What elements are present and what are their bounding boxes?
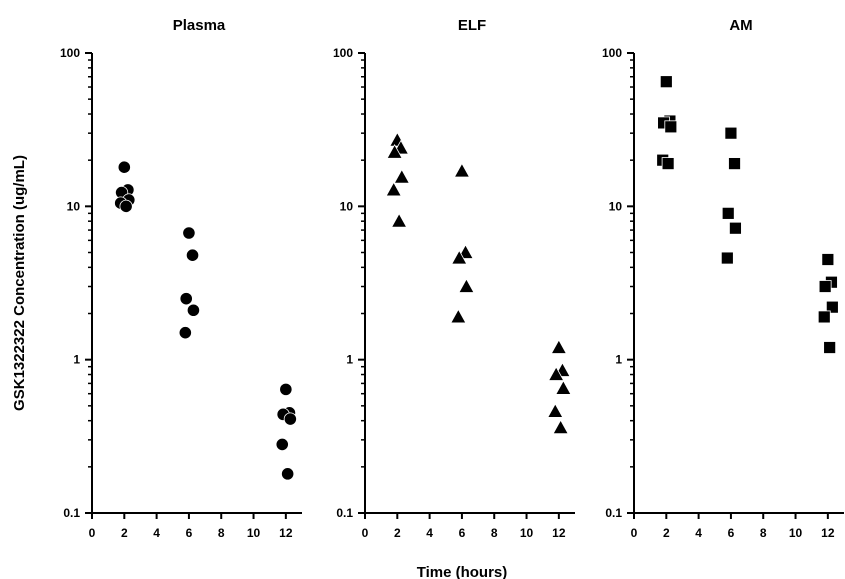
elf-y-tick-label: 0.1 <box>336 506 353 520</box>
am-data-point <box>721 206 735 220</box>
plasma-title: Plasma <box>173 17 226 34</box>
plasma-y-tick-label: 0.1 <box>63 506 80 520</box>
plasma-data-point <box>119 199 133 213</box>
am-x-tick-label: 10 <box>789 526 803 540</box>
am-data-point <box>818 280 832 293</box>
am-data-point <box>664 120 678 134</box>
am-data-point <box>823 341 837 354</box>
plasma-x-tick-label: 4 <box>153 526 160 540</box>
am-x-tick-label: 6 <box>728 526 735 540</box>
elf-data-point <box>393 168 410 184</box>
elf-panel: ELF 0.1 1 10 100 0 2 4 6 8 10 12 <box>333 17 575 540</box>
am-data-point <box>661 157 675 170</box>
plasma-y-tick-label: 1 <box>73 353 80 367</box>
am-data-point <box>729 221 742 235</box>
elf-data-point <box>458 278 475 293</box>
plasma-data-point <box>283 412 297 426</box>
elf-x-tick-label: 10 <box>520 526 534 540</box>
elf-x-tick-label: 2 <box>394 526 401 540</box>
am-y-tick-label: 1 <box>615 353 622 367</box>
am-data-point <box>720 251 734 265</box>
am-data-point <box>659 75 673 89</box>
elf-data-point <box>550 339 568 354</box>
plasma-data-point <box>275 437 289 452</box>
plasma-x-tick-label: 2 <box>121 526 128 540</box>
am-data-point <box>825 300 839 314</box>
y-axis-title: GSK1322322 Concentration (ug/mL) <box>11 155 28 411</box>
elf-x-tick-label: 12 <box>552 526 566 540</box>
plasma-data-point <box>281 467 295 481</box>
elf-data-point <box>450 308 467 324</box>
plasma-data-point <box>279 382 293 396</box>
am-panel: AM 0.1 1 10 100 0 2 4 6 8 10 12 <box>602 17 844 540</box>
elf-data-point <box>386 144 403 159</box>
plasma-data-point <box>179 292 193 306</box>
plasma-y-tick-label: 10 <box>67 199 81 213</box>
plasma-data-point <box>178 326 192 340</box>
am-data-point <box>817 310 831 324</box>
am-x-tick-label: 0 <box>631 526 638 540</box>
plasma-data-point <box>182 226 196 240</box>
am-y-tick-label: 100 <box>602 46 622 60</box>
plasma-data-point <box>186 303 201 317</box>
plasma-data-point <box>185 248 200 262</box>
elf-title: ELF <box>458 17 486 34</box>
elf-y-tick-label: 100 <box>333 46 353 60</box>
x-axis-title: Time (hours) <box>417 564 508 579</box>
plasma-x-tick-label: 8 <box>218 526 225 540</box>
am-data-point <box>821 253 835 266</box>
plasma-x-tick-label: 6 <box>186 526 193 540</box>
am-y-tick-label: 0.1 <box>605 506 622 520</box>
elf-x-tick-label: 4 <box>426 526 433 540</box>
plasma-x-tick-label: 12 <box>279 526 293 540</box>
elf-x-tick-label: 0 <box>362 526 369 540</box>
am-data-point <box>728 157 741 170</box>
elf-data-point <box>552 419 569 435</box>
plasma-x-tick-label: 0 <box>89 526 96 540</box>
am-x-tick-label: 12 <box>821 526 835 540</box>
elf-data-point <box>385 181 402 197</box>
am-x-tick-label: 4 <box>695 526 702 540</box>
elf-y-tick-label: 1 <box>346 353 353 367</box>
plasma-panel: Plasma 0.1 1 10 100 0 2 4 6 8 10 12 <box>60 17 302 540</box>
elf-data-point <box>453 162 471 178</box>
elf-data-point <box>547 403 564 418</box>
elf-data-point <box>547 366 565 381</box>
elf-x-tick-label: 6 <box>459 526 466 540</box>
plasma-data-point <box>117 160 131 174</box>
elf-data-point <box>390 212 408 228</box>
am-x-tick-label: 2 <box>663 526 670 540</box>
am-x-tick-label: 8 <box>760 526 767 540</box>
plasma-y-tick-label: 100 <box>60 46 80 60</box>
am-data-point <box>724 126 738 140</box>
elf-y-tick-label: 10 <box>340 199 354 213</box>
elf-x-tick-label: 8 <box>491 526 498 540</box>
am-y-tick-label: 10 <box>609 199 623 213</box>
elf-data-point <box>451 249 468 265</box>
am-title: AM <box>729 17 752 34</box>
plasma-x-tick-label: 10 <box>247 526 261 540</box>
elf-data-point <box>555 380 572 395</box>
